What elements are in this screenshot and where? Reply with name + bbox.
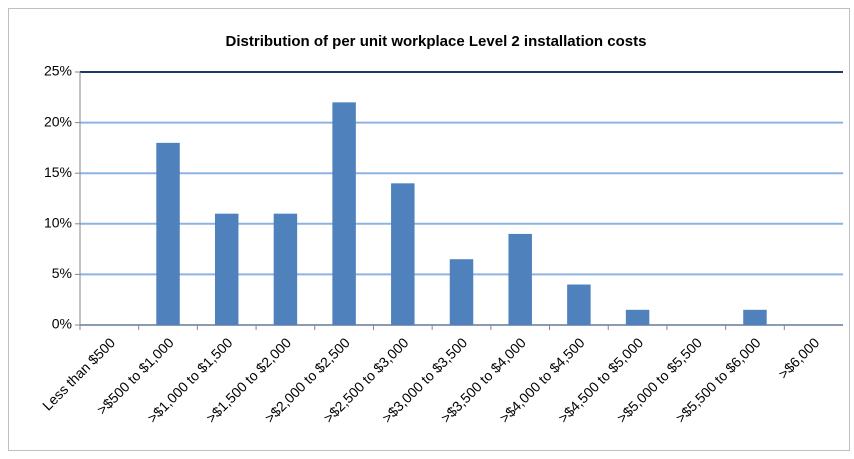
y-tick-label: 25% xyxy=(44,63,72,79)
chart-title: Distribution of per unit workplace Level… xyxy=(226,33,647,50)
y-tick-label: 0% xyxy=(52,316,72,332)
y-tick-label: 20% xyxy=(44,113,72,129)
y-tick-label: 10% xyxy=(44,215,72,231)
bar xyxy=(156,142,180,325)
bar xyxy=(567,284,591,325)
bar xyxy=(508,233,532,325)
bar xyxy=(214,213,239,325)
bar xyxy=(625,309,650,325)
bar xyxy=(743,309,767,325)
bar xyxy=(449,259,474,325)
bar xyxy=(332,102,356,325)
bar xyxy=(273,213,298,325)
bar xyxy=(391,183,415,325)
chart-frame xyxy=(8,8,850,451)
y-tick-label: 15% xyxy=(44,164,72,180)
y-tick-label: 5% xyxy=(52,265,72,281)
